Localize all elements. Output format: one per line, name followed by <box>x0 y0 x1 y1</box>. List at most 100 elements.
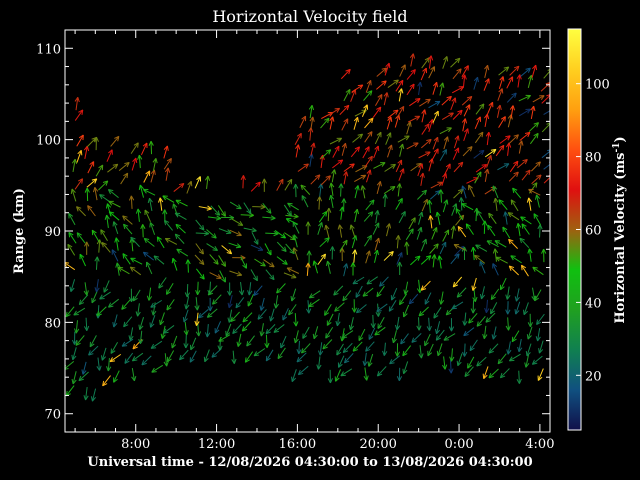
velocity-vector <box>329 182 335 196</box>
velocity-vector <box>499 135 511 144</box>
velocity-vector <box>409 53 416 67</box>
velocity-vector <box>106 358 112 372</box>
velocity-vector <box>113 370 120 383</box>
velocity-vector <box>343 263 349 277</box>
velocity-vector <box>492 263 499 276</box>
velocity-vector <box>385 223 392 237</box>
velocity-vector <box>352 133 364 143</box>
velocity-vector <box>429 243 439 254</box>
velocity-vector <box>305 300 312 314</box>
velocity-vector <box>291 369 297 383</box>
velocity-vector <box>292 247 299 261</box>
velocity-vector <box>120 172 129 185</box>
velocity-vector <box>352 249 358 263</box>
velocity-vector <box>294 132 302 145</box>
velocity-vector <box>332 159 344 169</box>
velocity-vector <box>204 324 211 338</box>
velocity-vector <box>231 350 237 364</box>
velocity-vector <box>332 145 340 158</box>
colorbar-label-sup: -1 <box>612 143 622 153</box>
velocity-vector <box>219 270 226 283</box>
velocity-vector <box>91 290 98 304</box>
velocity-vector <box>326 313 334 326</box>
velocity-vector <box>235 297 245 309</box>
velocity-vector <box>362 352 368 366</box>
velocity-vector <box>523 302 529 316</box>
velocity-vector <box>376 303 388 313</box>
velocity-vector <box>342 290 352 302</box>
velocity-vector <box>468 312 478 324</box>
velocity-vector <box>363 211 374 222</box>
velocity-vector <box>300 184 311 195</box>
velocity-vector <box>338 183 344 197</box>
velocity-vector <box>508 353 521 362</box>
velocity-vector <box>247 294 254 307</box>
velocity-vector <box>240 175 246 189</box>
velocity-vector <box>474 131 484 144</box>
velocity-vector <box>518 94 531 102</box>
velocity-vector <box>409 97 421 107</box>
velocity-vector <box>526 326 533 340</box>
velocity-vector <box>351 84 364 93</box>
velocity-vector <box>91 229 100 242</box>
y-tick-label: 80 <box>44 316 61 331</box>
velocity-vector <box>400 333 409 345</box>
velocity-vector <box>461 74 467 88</box>
velocity-vector <box>402 345 412 357</box>
velocity-vector <box>87 205 96 217</box>
velocity-vector <box>198 205 212 211</box>
velocity-vector <box>462 312 468 326</box>
velocity-vector <box>364 155 373 168</box>
velocity-vector <box>71 158 78 173</box>
velocity-vector <box>364 234 372 247</box>
velocity-vector <box>246 335 255 347</box>
velocity-vector <box>250 244 264 251</box>
velocity-vector <box>341 198 347 212</box>
velocity-vector <box>421 109 427 123</box>
velocity-vector <box>386 116 393 130</box>
velocity-vector <box>106 149 113 162</box>
velocity-vector <box>374 326 386 336</box>
velocity-vector <box>486 154 492 168</box>
velocity-vector <box>419 172 425 186</box>
velocity-vector <box>467 356 475 369</box>
velocity-vector <box>498 199 508 210</box>
velocity-vector <box>497 88 504 101</box>
velocity-vector <box>441 95 452 106</box>
velocity-vector <box>142 251 155 261</box>
velocity-vector <box>110 135 120 147</box>
velocity-vector <box>302 326 310 339</box>
velocity-vector <box>179 349 189 361</box>
velocity-vector <box>374 94 383 106</box>
velocity-vector <box>543 107 550 116</box>
velocity-vector <box>293 313 299 327</box>
velocity-vector <box>257 309 267 320</box>
velocity-vector <box>65 306 75 318</box>
velocity-vector <box>451 301 464 310</box>
velocity-vector <box>68 213 76 226</box>
velocity-vector <box>241 321 252 332</box>
velocity-vector <box>498 66 510 76</box>
velocity-vector <box>325 260 332 274</box>
velocity-vector <box>121 338 134 347</box>
velocity-vector <box>81 361 87 375</box>
velocity-vector <box>376 67 388 77</box>
velocity-vector <box>138 317 145 330</box>
velocity-vector <box>350 262 356 276</box>
velocity-vector <box>484 148 497 158</box>
velocity-vector <box>536 313 545 325</box>
velocity-vector <box>341 118 349 131</box>
velocity-vector <box>79 253 86 267</box>
velocity-vector <box>353 116 359 130</box>
velocity-vector <box>475 103 485 115</box>
velocity-vector <box>506 341 512 355</box>
velocity-vector <box>495 256 508 264</box>
velocity-vector <box>122 215 133 225</box>
velocity-vector <box>519 237 530 249</box>
velocity-vector <box>521 223 530 235</box>
velocity-vector <box>173 182 185 192</box>
velocity-vector <box>78 371 89 382</box>
velocity-vector <box>461 203 474 211</box>
velocity-vector <box>231 218 244 226</box>
velocity-vector <box>206 229 217 239</box>
